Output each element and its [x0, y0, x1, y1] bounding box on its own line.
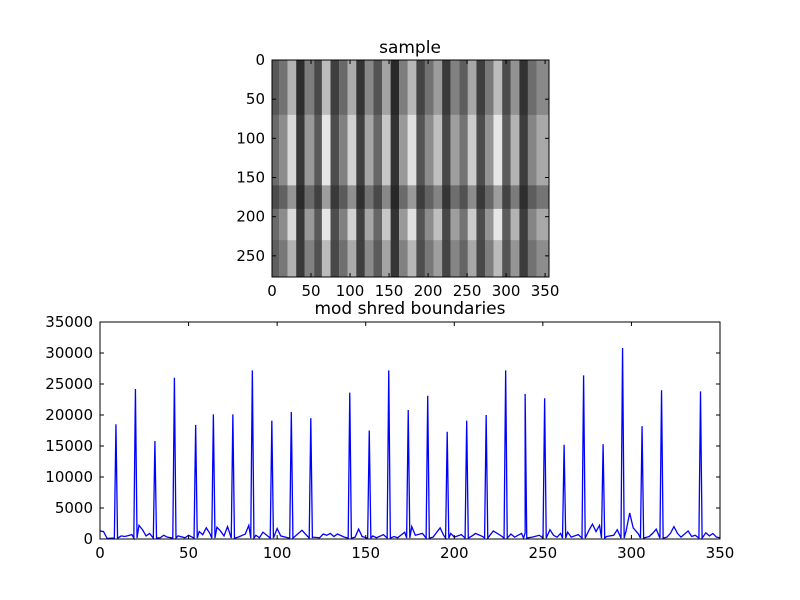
image-y-tick-label: 0	[255, 51, 265, 69]
line-x-tick-label: 50	[179, 544, 198, 562]
image-strip	[502, 60, 511, 277]
image-strip	[493, 60, 503, 277]
line-y-tick-label: 30000	[45, 344, 93, 362]
line-x-tick-label: 0	[95, 544, 105, 562]
image-strip	[272, 60, 280, 277]
image-strip	[519, 60, 528, 277]
image-y-tick-label: 250	[236, 247, 265, 265]
line-y-tick-label: 5000	[55, 499, 93, 517]
image-strip	[304, 60, 315, 277]
image-strip	[390, 60, 400, 277]
line-x-tick-label: 300	[617, 544, 646, 562]
image-strip	[476, 60, 486, 277]
image-strip	[510, 60, 520, 277]
image-strip	[347, 60, 357, 277]
line-y-tick-label: 10000	[45, 468, 93, 486]
image-strip	[356, 60, 365, 277]
line-x-ticks: 0 50 100 150 200 250 300 350	[95, 322, 734, 562]
image-strip	[485, 60, 494, 277]
plot-frame	[99, 321, 721, 540]
image-strip	[364, 60, 374, 277]
image-top-shade	[272, 60, 549, 115]
image-strip	[287, 60, 297, 277]
image-strip	[416, 60, 425, 277]
image-x-ticks: 0 50 100 150 200 250 300 350	[267, 60, 559, 300]
image-x-tick-label: 200	[414, 282, 443, 300]
line-y-tick-label: 0	[83, 530, 93, 548]
image-strip	[459, 60, 468, 277]
image-strip	[382, 60, 391, 277]
image-y-ticks: 0 50 100 150 200 250	[236, 51, 549, 265]
image-frame	[271, 59, 550, 278]
image-x-tick-label: 300	[492, 282, 521, 300]
image-y-tick-label: 200	[236, 208, 265, 226]
image-strip	[407, 60, 417, 277]
image-strip	[339, 60, 348, 277]
image-strip	[433, 60, 443, 277]
image-y-tick-label: 50	[246, 90, 265, 108]
line-y-tick-label: 20000	[45, 406, 93, 424]
image-x-tick-label: 150	[375, 282, 404, 300]
image-strip	[527, 60, 537, 277]
line-x-tick-label: 250	[529, 544, 558, 562]
image-strip	[450, 60, 460, 277]
image-strip	[279, 60, 288, 277]
image-strip	[373, 60, 383, 277]
line-y-ticks: 0 5000 10000 15000 20000 25000 30000 35000	[45, 313, 720, 548]
image-title: sample	[379, 38, 441, 58]
image-strip	[442, 60, 451, 277]
line-x-tick-label: 100	[263, 544, 292, 562]
image-strip	[399, 60, 408, 277]
image-x-tick-label: 350	[531, 282, 560, 300]
image-x-tick-label: 0	[267, 282, 277, 300]
image-x-tick-label: 250	[453, 282, 482, 300]
image-strips	[272, 60, 549, 277]
image-strip	[330, 60, 340, 277]
image-strip	[536, 60, 549, 277]
image-y-tick-label: 100	[236, 129, 265, 147]
image-x-tick-label: 100	[336, 282, 365, 300]
image-strip	[296, 60, 305, 277]
line-x-tick-label: 200	[440, 544, 469, 562]
line-y-tick-label: 15000	[45, 437, 93, 455]
line-x-tick-label: 350	[706, 544, 735, 562]
image-dark-band	[272, 185, 549, 209]
series-line	[99, 348, 721, 541]
image-y-tick-label: 150	[236, 169, 265, 187]
image-strip	[467, 60, 477, 277]
line-y-tick-label: 35000	[45, 313, 93, 331]
line-chart-title: mod shred boundaries	[314, 299, 505, 319]
image-shading	[272, 60, 549, 277]
image-x-tick-label: 50	[301, 282, 320, 300]
image-strip	[321, 60, 331, 277]
image-bottom-shade	[272, 240, 549, 277]
image-strip	[314, 60, 322, 277]
image-strip	[424, 60, 434, 277]
line-y-tick-label: 25000	[45, 375, 93, 393]
line-x-tick-label: 150	[351, 544, 380, 562]
